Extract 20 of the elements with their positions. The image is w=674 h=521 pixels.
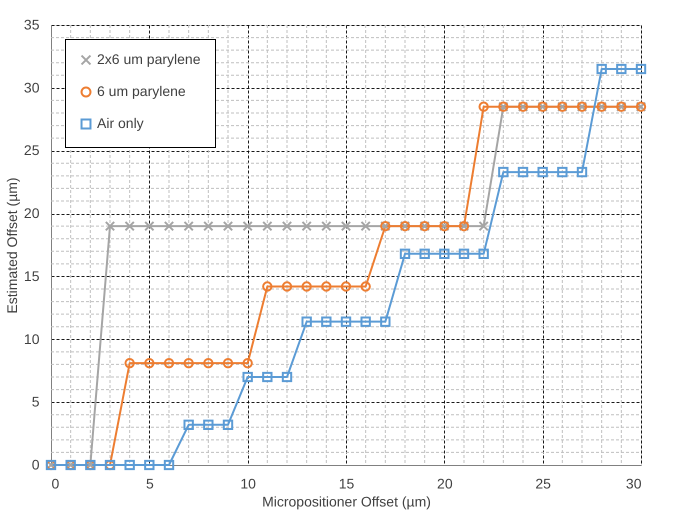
x-tick-label: 0 bbox=[52, 476, 60, 492]
y-tick-label: 30 bbox=[24, 79, 40, 96]
x-tick-label: 15 bbox=[338, 476, 354, 492]
y-tick-label: 35 bbox=[24, 16, 40, 32]
x-axis-title: Micropositioner Offset (µm) bbox=[262, 494, 431, 510]
x-tick-label: 25 bbox=[535, 476, 552, 492]
legend-label: 2x6 um parylene bbox=[97, 51, 201, 67]
legend-label: 6 um parylene bbox=[97, 83, 186, 99]
y-tick-label: 25 bbox=[24, 142, 40, 158]
y-tick-label: 5 bbox=[32, 394, 40, 410]
x-tick-label: 20 bbox=[437, 476, 453, 492]
y-tick-label: 0 bbox=[32, 456, 40, 472]
y-tick-label: 15 bbox=[24, 268, 40, 284]
y-tick-label: 10 bbox=[24, 330, 40, 347]
x-tick-label: 10 bbox=[240, 476, 256, 492]
x-tick-label: 30 bbox=[626, 476, 642, 492]
y-tick-label: 20 bbox=[24, 205, 40, 222]
y-axis-title: Estimated Offset (µm) bbox=[4, 177, 20, 314]
legend-label: Air only bbox=[97, 115, 144, 131]
x-tick-label: 5 bbox=[146, 476, 154, 492]
